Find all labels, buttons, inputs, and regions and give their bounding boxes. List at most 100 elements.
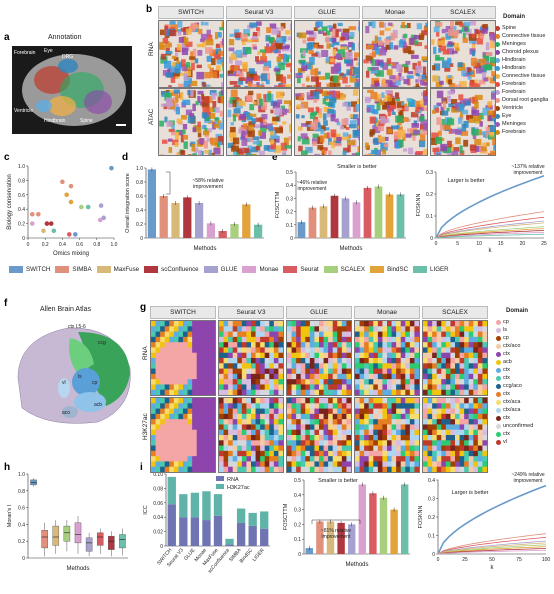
b-spot bbox=[298, 94, 303, 101]
g-spot bbox=[241, 440, 247, 447]
g-spot bbox=[173, 445, 179, 452]
g-spot bbox=[432, 440, 438, 447]
j-bar bbox=[347, 524, 356, 554]
b-spot bbox=[329, 82, 336, 87]
b-spot bbox=[174, 142, 179, 147]
g-spot bbox=[464, 445, 470, 452]
b-spot bbox=[455, 21, 463, 26]
g-spot bbox=[287, 403, 293, 410]
g-spot bbox=[305, 389, 311, 395]
g-spot bbox=[332, 336, 338, 343]
b-spot bbox=[230, 89, 238, 97]
g-spot bbox=[396, 342, 402, 348]
g-spot bbox=[273, 450, 279, 457]
b-spot bbox=[456, 29, 462, 34]
g-spot bbox=[273, 429, 279, 436]
b-legend-swatch bbox=[495, 41, 500, 47]
b-spot bbox=[396, 139, 404, 148]
b-spot bbox=[371, 59, 375, 66]
g-spot bbox=[396, 461, 402, 468]
b-spot bbox=[340, 72, 344, 76]
g-spot bbox=[151, 456, 157, 462]
b-spot bbox=[442, 101, 446, 109]
g-spot bbox=[255, 373, 261, 380]
i-bar-h3k27ac bbox=[213, 494, 223, 516]
g-spot bbox=[223, 389, 229, 395]
g-spot bbox=[241, 363, 247, 370]
g-spot bbox=[296, 450, 302, 457]
g-spot bbox=[368, 379, 374, 385]
b-spot bbox=[192, 127, 197, 133]
b-spot bbox=[216, 57, 223, 65]
g-spot bbox=[151, 379, 157, 385]
g-spot bbox=[296, 347, 302, 354]
g-spot bbox=[151, 461, 157, 468]
g-spot bbox=[409, 358, 415, 364]
g-spot bbox=[459, 429, 465, 436]
g-spot bbox=[155, 461, 161, 468]
b-spot bbox=[295, 93, 301, 97]
b-spot bbox=[305, 77, 310, 82]
b-spot bbox=[344, 57, 351, 64]
g-spot bbox=[201, 352, 207, 359]
g-spot bbox=[319, 368, 325, 375]
g-spot bbox=[427, 429, 433, 436]
g-spot bbox=[319, 461, 325, 468]
g-spot bbox=[241, 445, 247, 452]
g-spot bbox=[332, 368, 338, 375]
g-spot bbox=[278, 321, 283, 327]
g-spot bbox=[396, 419, 402, 425]
g-spot bbox=[151, 435, 157, 441]
g-spot bbox=[219, 456, 225, 462]
b-spot bbox=[274, 107, 283, 116]
g-legend-swatch bbox=[496, 439, 501, 445]
method-legend-swatch bbox=[144, 266, 159, 273]
g-legend-item: unconfirmed bbox=[496, 422, 552, 430]
e-right-series-line bbox=[435, 220, 545, 239]
g-spot bbox=[377, 347, 383, 354]
g-spot bbox=[291, 373, 297, 380]
g-spot bbox=[455, 373, 461, 380]
b-spot bbox=[181, 47, 189, 56]
g-spot bbox=[391, 440, 397, 447]
b-spot bbox=[173, 57, 179, 61]
b-spot bbox=[243, 111, 251, 118]
g-spot bbox=[459, 389, 465, 395]
b-legend-title: Domain bbox=[503, 14, 526, 20]
g-spot bbox=[201, 336, 207, 343]
b-spot bbox=[333, 23, 337, 29]
g-spot bbox=[373, 326, 379, 333]
g-spot bbox=[305, 373, 311, 380]
b-spot bbox=[270, 131, 275, 137]
g-spot bbox=[269, 413, 275, 420]
g-spot bbox=[441, 331, 447, 338]
g-spot bbox=[405, 358, 411, 364]
g-spot bbox=[183, 456, 189, 462]
g-spot bbox=[187, 466, 193, 472]
e-bar bbox=[319, 206, 328, 238]
g-spot bbox=[173, 440, 179, 447]
b-spot bbox=[251, 35, 258, 40]
b-spot bbox=[301, 150, 308, 155]
g-spot bbox=[364, 445, 370, 452]
b-spot bbox=[464, 100, 471, 106]
g-spot bbox=[151, 347, 157, 354]
g-spot bbox=[273, 398, 279, 404]
g-spot bbox=[464, 466, 470, 472]
g-spot bbox=[464, 398, 470, 404]
g-spot bbox=[196, 429, 202, 436]
g-legend-swatch bbox=[496, 391, 501, 397]
g-spot bbox=[341, 373, 347, 380]
g-spot bbox=[196, 456, 202, 462]
g-spot bbox=[473, 450, 479, 457]
g-spot bbox=[228, 384, 234, 391]
g-spot bbox=[396, 403, 402, 410]
b-spot bbox=[313, 119, 320, 123]
g-spot bbox=[201, 347, 207, 354]
b-spot bbox=[213, 147, 221, 155]
d-bar bbox=[147, 169, 157, 238]
g-spot bbox=[409, 373, 415, 380]
g-spot bbox=[314, 352, 320, 359]
g-legend-label: ctx/aca bbox=[503, 407, 521, 413]
g-spot bbox=[346, 450, 351, 457]
